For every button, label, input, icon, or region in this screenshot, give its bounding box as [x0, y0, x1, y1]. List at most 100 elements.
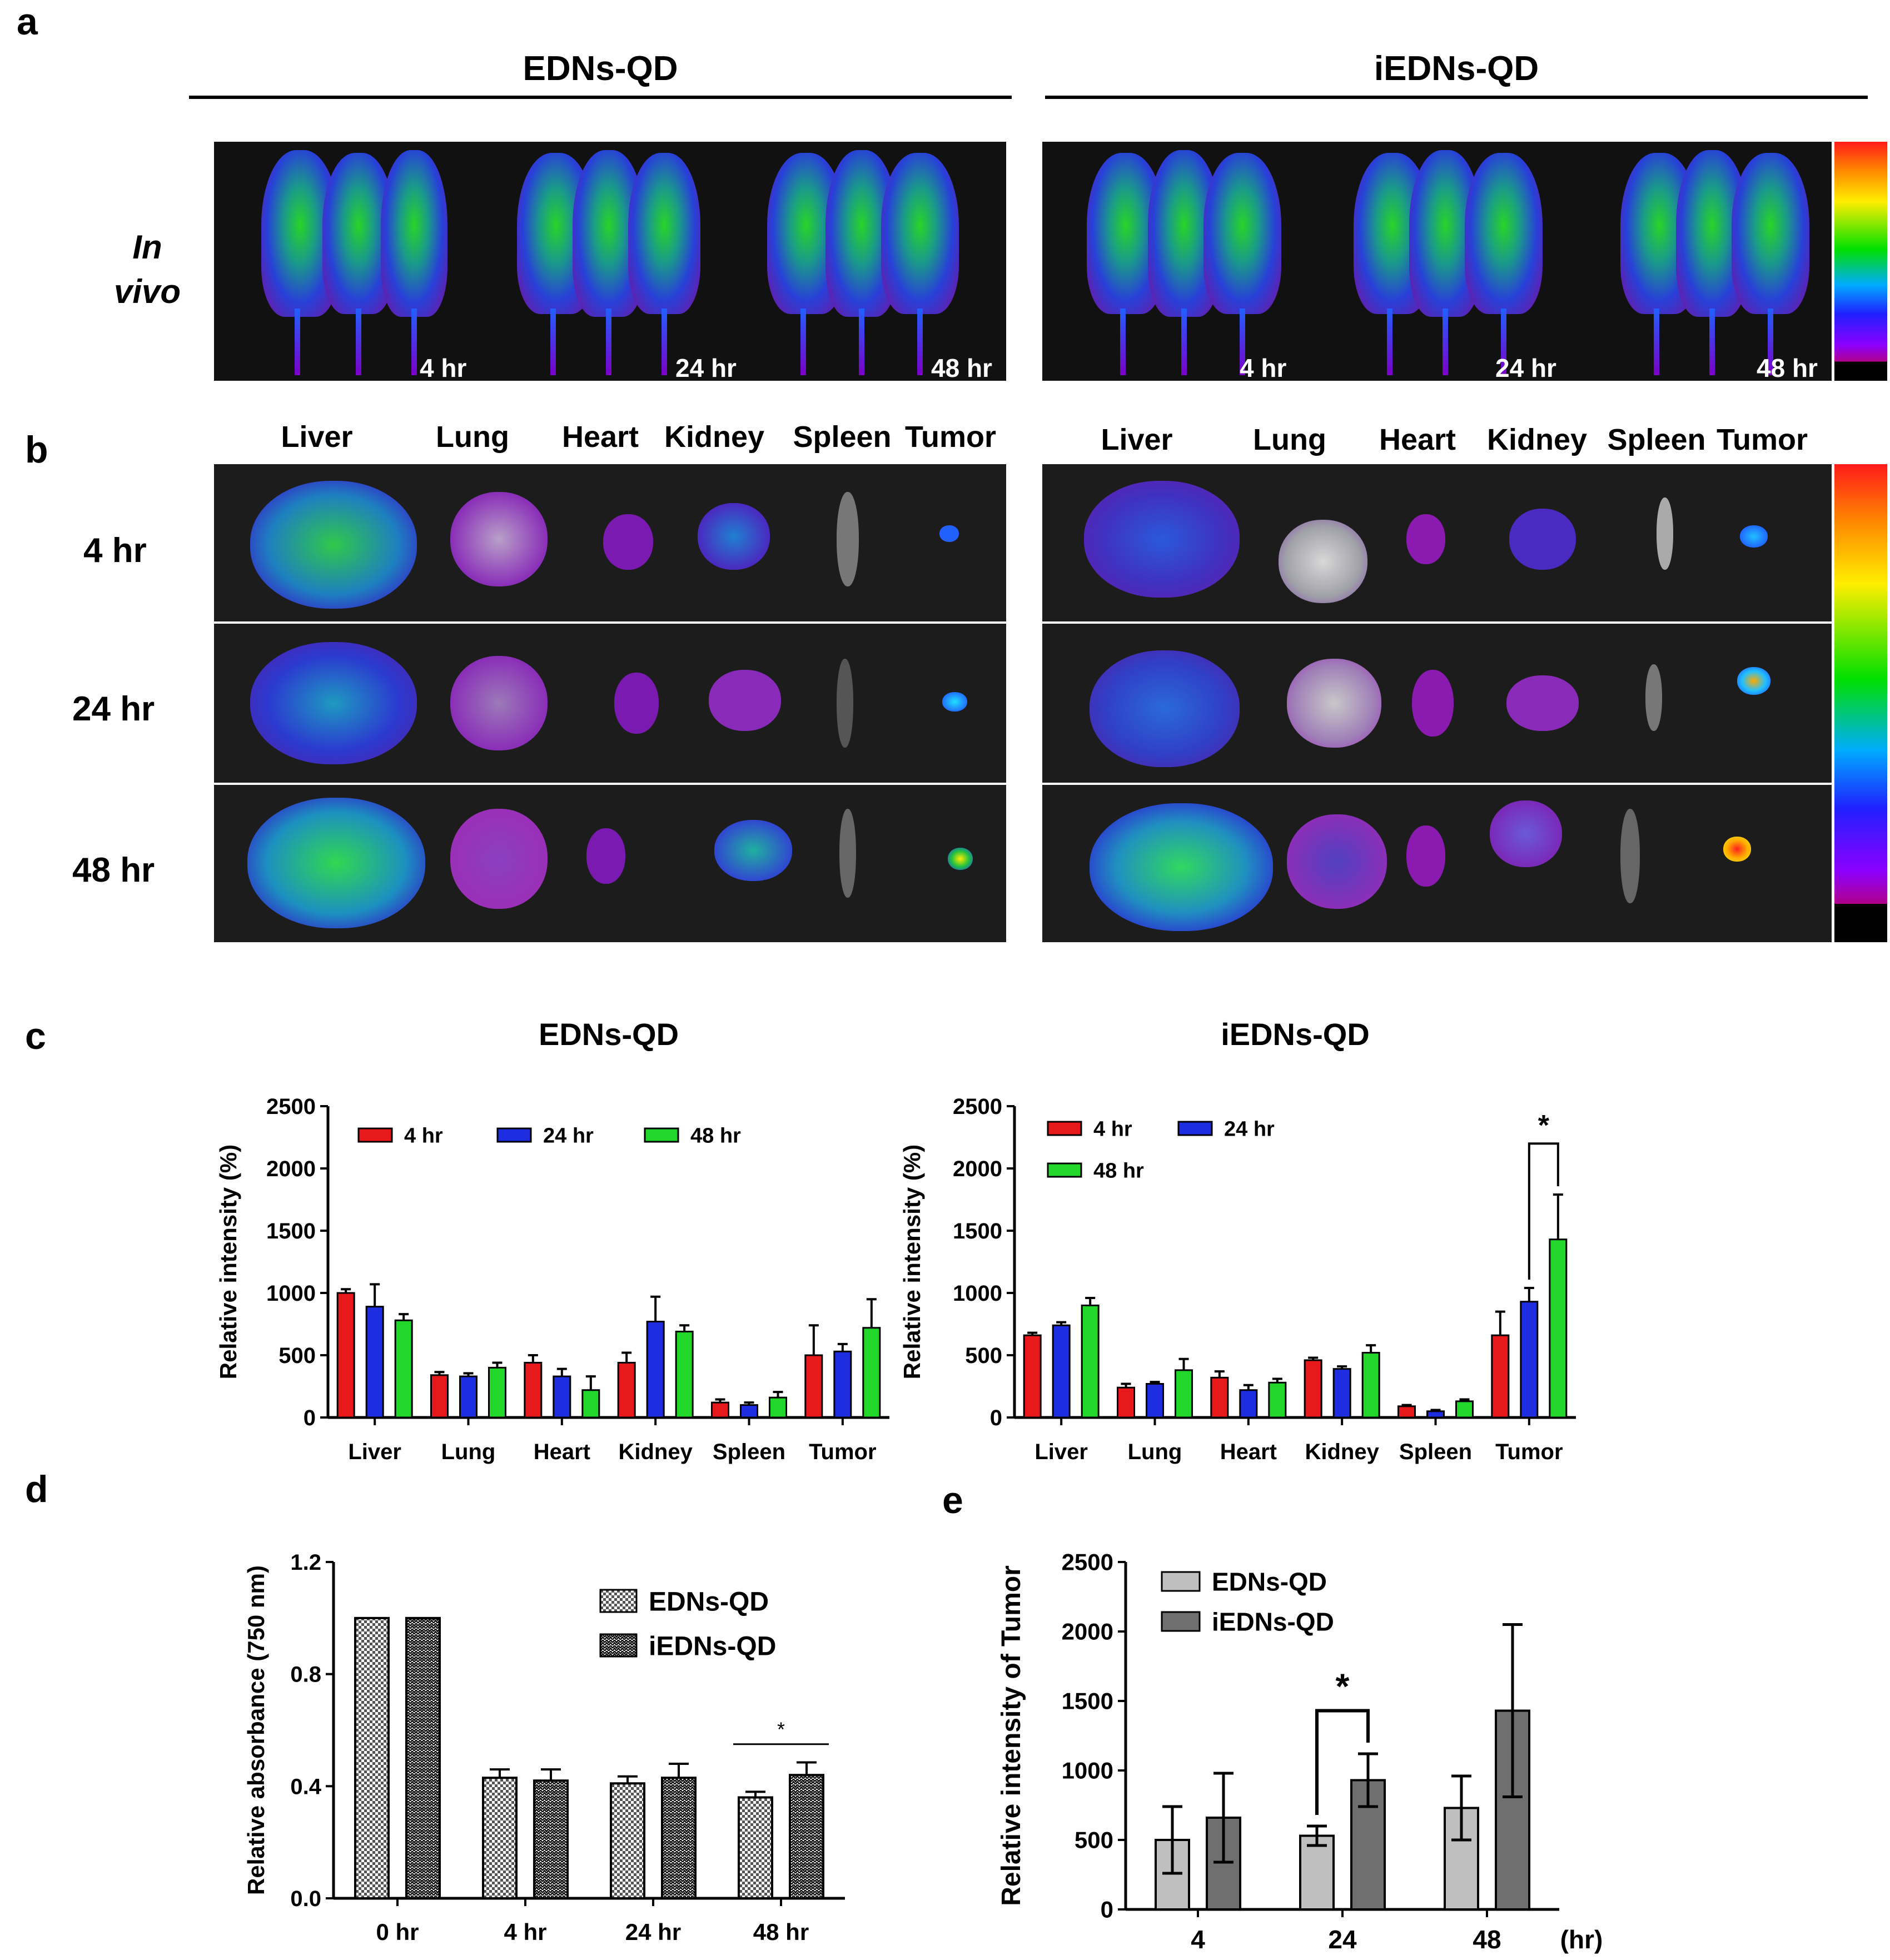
chart-relative-absorbance: 0.0 0.4 0.8 1.2 Relative absorbance (750 nm)…: [243, 1550, 845, 1945]
bar: [1491, 1334, 1510, 1419]
legend-label: iEDNs-QD: [649, 1631, 776, 1661]
y-tick-label: 0: [990, 1406, 1002, 1430]
legend-swatch: [1047, 1162, 1082, 1178]
bar: [1455, 1400, 1474, 1419]
y-tick-label: 500: [1075, 1827, 1113, 1853]
organ-header-liver: Liver: [1101, 423, 1173, 456]
bar: [1495, 1709, 1530, 1911]
timepoint-label: 48 hr: [1757, 354, 1818, 381]
y-tick-label: 2500: [266, 1095, 316, 1119]
x-tick-label: Liver: [1034, 1440, 1088, 1464]
bar: [661, 1777, 697, 1900]
x-tick-label: 48: [1473, 1925, 1501, 1954]
organ-header-spleen: Spleen: [793, 420, 892, 454]
chart-title: iEDNs-QD: [1221, 1017, 1370, 1052]
bar: [1052, 1324, 1071, 1419]
organ-header-kidney: Kidney: [1486, 423, 1588, 456]
y-tick-label: 1500: [266, 1219, 316, 1243]
bar: [1210, 1376, 1229, 1419]
chart-iedns-organ-intensity: iEDNs-QD 0 500 1000 1500 2000 2500 Relative int…: [899, 1017, 1576, 1464]
in-vivo-image-iedns: 4 hr 24 hr 48 hr: [1042, 142, 1832, 381]
bar: [482, 1777, 518, 1900]
x-tick-label: Lung: [441, 1440, 496, 1464]
y-tick-label: 1500: [1062, 1688, 1113, 1714]
bar: [553, 1375, 571, 1419]
bar: [711, 1401, 729, 1419]
y-tick-label: 0.4: [290, 1774, 321, 1799]
bar: [1146, 1383, 1164, 1419]
bar: [581, 1389, 600, 1419]
bar: [1081, 1304, 1100, 1419]
legend-label: 48 hr: [690, 1125, 741, 1148]
significance-star: *: [1538, 1110, 1550, 1142]
timepoint-label: 4 hr: [1240, 354, 1287, 381]
x-tick-label: 0 hr: [376, 1919, 419, 1945]
legend-swatch: [1047, 1121, 1082, 1136]
y-tick-label: 1.2: [290, 1550, 321, 1575]
x-tick-label: Liver: [348, 1440, 401, 1464]
y-axis-label: Relative absorbance (750 nm): [243, 1565, 269, 1895]
y-tick-label: 2000: [266, 1157, 316, 1181]
y-tick-label: 2000: [1062, 1619, 1113, 1645]
bar: [617, 1361, 636, 1419]
x-tick-label: Heart: [1220, 1440, 1277, 1464]
bar: [804, 1354, 823, 1419]
legend-swatch: [644, 1127, 679, 1143]
legend-label: 48 hr: [1093, 1160, 1144, 1183]
organ-header-tumor: Tumor: [905, 420, 996, 454]
bar: [354, 1616, 390, 1899]
chart-title: EDNs-QD: [539, 1017, 679, 1052]
bar: [1023, 1334, 1042, 1419]
legend-swatch: [599, 1633, 638, 1658]
y-tick-label: 2500: [953, 1095, 1002, 1119]
x-tick-label: Spleen: [1399, 1440, 1472, 1464]
legend-swatch: [496, 1127, 532, 1143]
bar: [1549, 1238, 1568, 1419]
x-tick-label: 48 hr: [753, 1919, 809, 1945]
bar: [459, 1375, 478, 1419]
organ-header-kidney: Kidney: [664, 420, 765, 454]
legend-label: 24 hr: [1224, 1118, 1275, 1141]
chart-edns-organ-intensity: EDNs-QD 0 500 1000 1500 2000 2500 Relative inte…: [215, 1017, 889, 1464]
row-label-24hr: 24 hr: [72, 690, 155, 728]
y-tick-label: 1000: [1062, 1758, 1113, 1784]
panel-label-c: c: [25, 1015, 46, 1057]
significance-star: *: [1336, 1667, 1350, 1707]
timepoint-label: 24 hr: [1495, 354, 1556, 381]
x-tick-label: Kidney: [1305, 1440, 1379, 1464]
x-tick-label: Spleen: [713, 1440, 785, 1464]
legend-label: EDNs-QD: [649, 1587, 769, 1616]
y-axis-label: Relative intensity (%): [215, 1145, 241, 1379]
significance-bracket: [1315, 1709, 1370, 1815]
legend-swatch: [599, 1589, 638, 1613]
bar: [610, 1782, 645, 1899]
in-vivo-label: In vivo: [113, 228, 181, 310]
bar: [862, 1327, 881, 1419]
x-tick-label: Lung: [1128, 1440, 1182, 1464]
timepoint-label: 4 hr: [420, 354, 467, 381]
bar: [1520, 1301, 1539, 1419]
row-label-4hr: 4 hr: [83, 531, 147, 570]
group-rule-iedns: [1045, 96, 1868, 99]
bar: [1397, 1405, 1416, 1419]
y-axis-label: Relative intensity of Tumor: [997, 1565, 1026, 1906]
panel-label-b: b: [25, 429, 48, 471]
bar: [1175, 1369, 1193, 1419]
x-tick-label: Heart: [534, 1440, 590, 1464]
organ-header-liver: Liver: [281, 420, 353, 454]
group-title-edns: EDNs-QD: [523, 49, 678, 88]
bar: [1117, 1386, 1135, 1419]
x-tick-label: 24 hr: [625, 1919, 681, 1945]
bar: [430, 1374, 449, 1419]
y-axis-label: Relative intensity (%): [899, 1145, 925, 1379]
legend-swatch: [1161, 1611, 1201, 1632]
bar: [405, 1616, 441, 1899]
y-tick-label: 500: [965, 1344, 1002, 1368]
row-label-48hr: 48 hr: [72, 851, 155, 889]
y-tick-label: 0: [304, 1406, 316, 1430]
in-vivo-image-edns: 4 hr 24 hr 48 hr: [214, 142, 1006, 381]
chart-tumor-intensity: 0 500 1000 1500 2000 2500 Relative intensity o…: [997, 1549, 1603, 1954]
timepoint-label: 24 hr: [675, 354, 737, 381]
bar: [789, 1774, 824, 1899]
y-tick-label: 1500: [953, 1219, 1002, 1243]
